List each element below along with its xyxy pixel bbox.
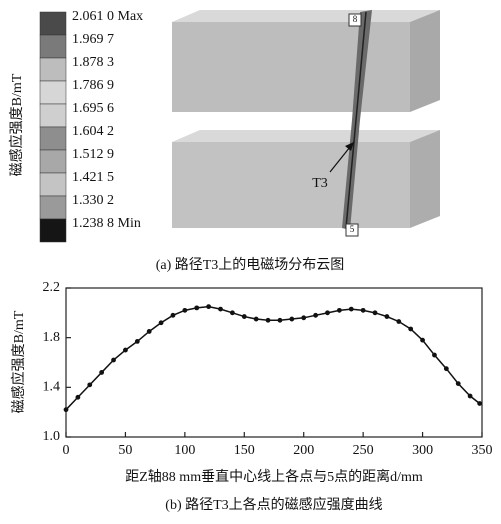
data-point (408, 327, 413, 332)
legend-label: 1.512 9 (72, 147, 114, 162)
x-tick-label: 300 (412, 443, 433, 458)
x-tick-label: 50 (118, 443, 132, 458)
data-point (325, 310, 330, 315)
data-point (135, 339, 140, 344)
data-point (230, 310, 235, 315)
point-label: 8 (353, 14, 358, 24)
data-point (111, 358, 116, 363)
data-point (182, 308, 187, 313)
data-point (159, 320, 164, 325)
data-point (278, 318, 283, 323)
data-point (432, 353, 437, 358)
box-side (410, 10, 440, 112)
x-tick-label: 350 (472, 443, 493, 458)
data-point (171, 313, 176, 318)
legend-label: 1.238 8 Min (72, 216, 141, 231)
legend-label: 1.604 2 (72, 124, 114, 139)
data-point (289, 317, 294, 322)
x-tick-label: 150 (234, 443, 255, 458)
legend-swatch (40, 81, 66, 104)
legend-swatch (40, 58, 66, 81)
data-point (373, 310, 378, 315)
data-point (266, 318, 271, 323)
legend-label: 1.969 7 (72, 32, 114, 47)
legend-label: 1.330 2 (72, 193, 114, 208)
data-point (75, 395, 80, 400)
caption: (b) 路径T3上各点的磁感应强度曲线 (165, 496, 382, 513)
x-tick-label: 100 (174, 443, 195, 458)
x-axis-label: 距Z轴88 mm垂直中心线上各点与5点的距离d/mm (125, 468, 423, 485)
data-point (99, 370, 104, 375)
legend-swatch (40, 219, 66, 242)
path-label: T3 (312, 176, 328, 191)
box-face (172, 142, 410, 228)
legend-swatch (40, 104, 66, 127)
box-top (172, 130, 440, 142)
legend-label: 1.421 5 (72, 170, 114, 185)
y-axis-label: 磁感应强度B/mT (10, 310, 27, 413)
data-point (242, 314, 247, 319)
data-point (444, 366, 449, 371)
data-point (64, 407, 69, 412)
data-point (477, 401, 482, 406)
data-point (420, 338, 425, 343)
legend-label: 1.878 3 (72, 55, 114, 70)
data-point (468, 394, 473, 399)
caption: (a) 路径T3上的电磁场分布云图 (156, 257, 345, 273)
data-point (456, 381, 461, 386)
figure: 8 5 T3 磁感应强度B/mT (a) 路径T3上的电磁场分布云图 磁感应强度… (0, 0, 501, 524)
legend-label: 2.061 0 Max (72, 9, 143, 24)
data-point (313, 313, 318, 318)
data-point (349, 307, 354, 312)
data-point (194, 305, 199, 310)
legend-swatch (40, 127, 66, 150)
legend-swatch (40, 173, 66, 196)
box-face (172, 22, 410, 112)
y-tick-label: 2.2 (43, 280, 61, 295)
data-point (361, 308, 366, 313)
data-point (396, 319, 401, 324)
y-tick-label: 1.4 (43, 380, 61, 395)
box-side (410, 130, 440, 228)
legend-swatch (40, 150, 66, 173)
data-point (147, 329, 152, 334)
x-tick-label: 200 (293, 443, 314, 458)
data-line (66, 307, 480, 410)
box-top (172, 10, 440, 22)
data-point (123, 348, 128, 353)
legend-label: 1.695 6 (72, 101, 114, 116)
legend-swatch (40, 35, 66, 58)
data-point (385, 314, 390, 319)
x-tick-label: 250 (353, 443, 374, 458)
y-tick-label: 1.0 (43, 429, 61, 444)
x-tick-label: 0 (63, 443, 70, 458)
point-label: 5 (350, 224, 355, 234)
legend-swatch (40, 12, 66, 35)
render (172, 10, 440, 236)
legend-label: 1.786 9 (72, 78, 114, 93)
data-point (87, 382, 92, 387)
data-point (337, 308, 342, 313)
data-point (206, 304, 211, 309)
legend-title: 磁感应强度B/mT (8, 73, 25, 176)
data-point (254, 317, 259, 322)
y-tick-label: 1.8 (43, 330, 61, 345)
plot-frame (66, 288, 482, 437)
legend-swatch (40, 196, 66, 219)
data-point (218, 307, 223, 312)
data-point (301, 315, 306, 320)
